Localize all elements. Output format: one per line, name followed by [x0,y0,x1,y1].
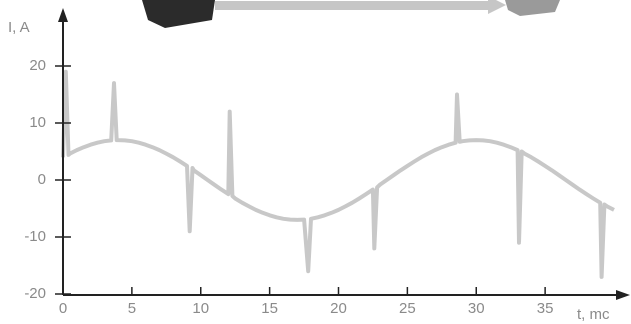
x-axis-arrow [616,290,630,300]
device-illustration [142,0,560,28]
y-axis-arrow [58,8,68,22]
x-tick-label: 10 [192,300,209,317]
x-tick-label: 35 [537,300,554,317]
signal-line [61,69,615,279]
x-axis-label: t, mc [577,306,610,323]
x-tick-label: 0 [59,300,67,317]
y-axis-label: I, A [8,19,30,36]
y-tick-label: -10 [24,228,46,245]
x-tick-label: 15 [261,300,278,317]
y-tick-label: 10 [29,114,46,131]
y-tick-label: 20 [29,57,46,74]
x-tick-label: 5 [128,300,136,317]
x-tick-label: 20 [330,300,347,317]
x-tick-label: 30 [468,300,485,317]
y-tick-label: -20 [24,285,46,302]
x-tick-label: 25 [399,300,416,317]
y-tick-label: 0 [38,171,46,188]
